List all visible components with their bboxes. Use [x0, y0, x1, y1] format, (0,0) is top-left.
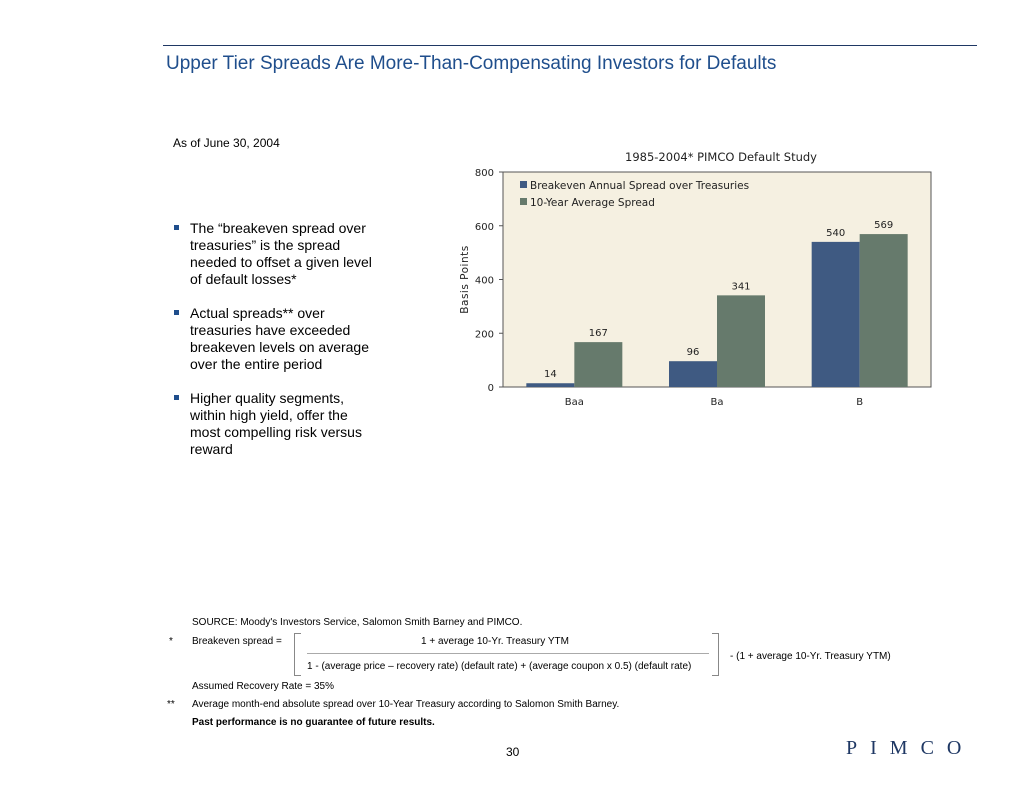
legend-swatch [520, 198, 527, 205]
bullet-square-icon [174, 310, 179, 315]
as-of-date: As of June 30, 2004 [173, 136, 280, 150]
bar-b-breakeven [811, 241, 860, 387]
bullet-text: Actual spreads** over treasuries have ex… [190, 305, 370, 372]
bullet-item: Higher quality segments, within high yie… [173, 390, 373, 458]
footnote-double-star: ** [167, 699, 175, 710]
bullet-square-icon [174, 225, 179, 230]
data-label: 167 [589, 328, 608, 339]
bullet-item: The “breakeven spread over treasuries” i… [173, 220, 373, 288]
y-tick-label: 600 [475, 222, 494, 233]
page-number: 30 [506, 745, 520, 759]
y-tick-label: 0 [488, 383, 494, 394]
x-tick-label: Baa [565, 397, 584, 408]
data-label: 14 [544, 369, 557, 380]
bar-ba-average [717, 295, 765, 387]
bullet-list: The “breakeven spread over treasuries” i… [173, 220, 373, 475]
bullet-text: The “breakeven spread over treasuries” i… [190, 220, 372, 287]
legend-label: Breakeven Annual Spread over Treasuries [530, 180, 749, 192]
bar-ba-breakeven [669, 361, 717, 387]
y-axis-label: Basis Points [459, 245, 471, 313]
bar-chart: 1985-2004* PIMCO Default Study 0 200 400 600… [459, 150, 932, 408]
legend-label: 10-Year Average Spread [530, 197, 655, 209]
page-title: Upper Tier Spreads Are More-Than-Compens… [166, 53, 777, 74]
data-label: 540 [826, 228, 845, 239]
bar-b-average [859, 234, 908, 387]
data-label: 96 [687, 347, 700, 358]
footnote-star: * [169, 636, 173, 647]
formula-fraction-line [307, 653, 709, 654]
pimco-logo: PIMCO [846, 737, 975, 759]
chart-title: 1985-2004* PIMCO Default Study [625, 150, 817, 164]
recovery-rate-note: Assumed Recovery Rate = 35% [192, 681, 335, 692]
y-tick-label: 200 [475, 329, 494, 340]
bullet-item: Actual spreads** over treasuries have ex… [173, 305, 373, 373]
y-tick-label: 800 [475, 168, 494, 179]
bar-baa-average [574, 342, 623, 387]
bullet-text: Higher quality segments, within high yie… [190, 390, 362, 457]
x-tick-label: B [856, 397, 863, 408]
data-label: 341 [731, 281, 750, 292]
formula-denominator: 1 - (average price – recovery rate) (def… [307, 661, 692, 672]
formula-numerator: 1 + average 10-Yr. Treasury YTM [421, 636, 569, 647]
data-label: 569 [874, 220, 893, 231]
formula-bracket-right [712, 633, 719, 676]
bullet-square-icon [174, 395, 179, 400]
disclaimer: Past performance is no guarantee of futu… [192, 717, 435, 728]
y-tick-label: 400 [475, 276, 494, 287]
formula-bracket-left [294, 633, 301, 676]
legend-swatch [520, 181, 527, 188]
bar-baa-breakeven [526, 383, 575, 387]
formula-minus-term: - (1 + average 10-Yr. Treasury YTM) [730, 651, 891, 662]
source-note: SOURCE: Moody's Investors Service, Salom… [192, 617, 523, 628]
header-rule [163, 45, 977, 46]
x-tick-label: Ba [711, 397, 724, 408]
average-spread-note: Average month-end absolute spread over 1… [192, 699, 620, 710]
breakeven-label: Breakeven spread = [192, 636, 282, 647]
